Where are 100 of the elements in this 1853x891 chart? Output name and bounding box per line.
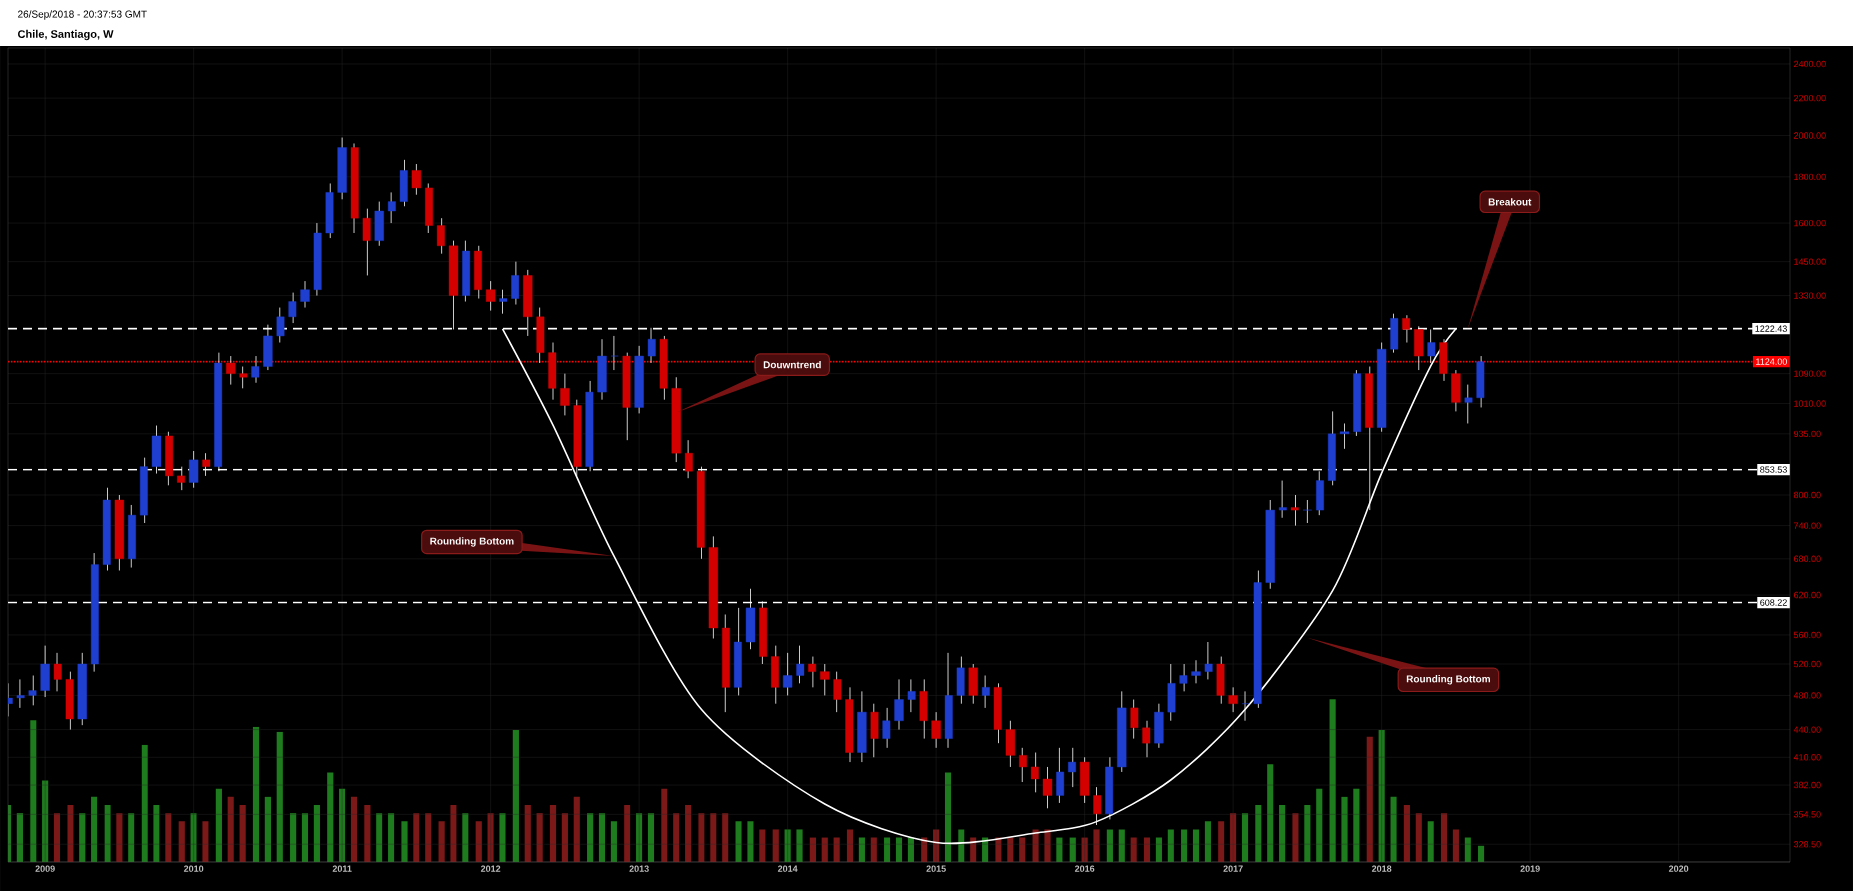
candlestick [1030,752,1039,793]
y-tick-label: 1450.00 [1794,258,1826,265]
x-tick-label: 2013 [629,865,649,872]
candlestick [28,675,37,706]
bar [16,813,23,862]
bar [710,813,717,862]
y-tick-label: 520.00 [1793,660,1821,668]
candlestick [907,679,916,713]
candlestick [411,163,422,196]
candlestick [239,366,248,389]
candlestick [387,192,396,224]
bar [178,821,185,862]
bar [1292,813,1299,862]
bar [413,813,420,862]
bar [598,813,606,862]
bar [1279,805,1286,862]
bar [944,772,952,862]
bar [116,813,123,862]
bar [1118,829,1125,862]
bar [685,805,692,862]
candlestick [1302,499,1313,524]
candlestick [499,289,508,315]
candlestick [931,711,941,749]
candlestick [1241,690,1250,722]
bar [1304,805,1311,862]
bar [587,813,594,862]
bar [165,813,172,862]
candlestick [511,261,520,305]
candlestick [1278,480,1287,519]
bar [313,805,320,862]
bar [327,772,334,862]
y-tick-label: 440.00 [1793,726,1821,733]
candlestick [226,355,236,385]
bar [561,813,568,862]
y-tick-label: 382.00 [1793,781,1821,789]
candlestick [16,679,25,709]
candlestick [560,373,570,416]
text: 26/Sep/2018 - 20:37:53 GMT [18,10,147,20]
candlestick [882,707,891,749]
bar [425,813,432,862]
candlestick [1228,686,1238,713]
candlestick [1130,699,1139,739]
bar [661,788,668,862]
bar [1366,736,1373,862]
bar [549,805,557,862]
y-tick-label: 480.00 [1793,692,1821,699]
bar [722,813,729,862]
y-tick-label: 1600.00 [1794,219,1826,227]
candlestick [288,292,297,324]
ref-line-label: 1124.00 [1756,358,1787,365]
candlestick [1068,747,1076,788]
bar [846,829,854,862]
candlestick [1339,423,1350,450]
bar [1341,796,1348,862]
bar [772,829,779,862]
annotation: Douwntrend [763,360,821,369]
bar [747,821,754,862]
candlestick [485,280,496,311]
candlestick [251,355,260,384]
bar [153,805,160,862]
y-tick-label: 2200.00 [1794,94,1826,102]
bar [647,813,655,862]
x-tick-label: 2011 [332,865,352,872]
candlestick [894,679,904,730]
y-tick-label: 740.00 [1794,522,1821,529]
bar [350,796,358,862]
bar [1390,796,1397,862]
bar [673,813,680,862]
bar [536,813,543,862]
y-tick-label: 560.00 [1793,631,1821,639]
ref-line-label: 608.22 [1760,599,1787,606]
y-tick-label: 1010.00 [1794,400,1826,407]
x-tick-label: 2010 [183,865,204,872]
bar [1241,813,1249,862]
bar [376,813,383,862]
bar [215,788,222,862]
candlestick [1042,766,1053,809]
candlestick [833,671,842,713]
bar [1316,788,1323,862]
bar [698,813,705,862]
bar [301,813,309,862]
y-tick-label: 328.50 [1793,841,1821,848]
bar [239,805,246,862]
bar [450,805,457,862]
bar [276,731,283,862]
x-tick-label: 2012 [480,865,501,872]
bar [388,813,395,862]
bar [1093,829,1100,862]
y-tick-label: 2000.00 [1794,132,1826,139]
candlestick [1204,641,1213,680]
candlestick [1019,747,1027,783]
annotation: Breakout [1488,198,1532,206]
y-tick-label: 1090.00 [1794,370,1826,377]
bar [624,805,631,862]
bar [610,821,617,862]
candlestick [610,335,619,371]
x-tick-label: 2015 [926,865,946,872]
y-tick-label: 2400.00 [1794,60,1826,68]
chart-title: Chile, Santiago, W [18,29,114,41]
candlestick [436,217,445,255]
